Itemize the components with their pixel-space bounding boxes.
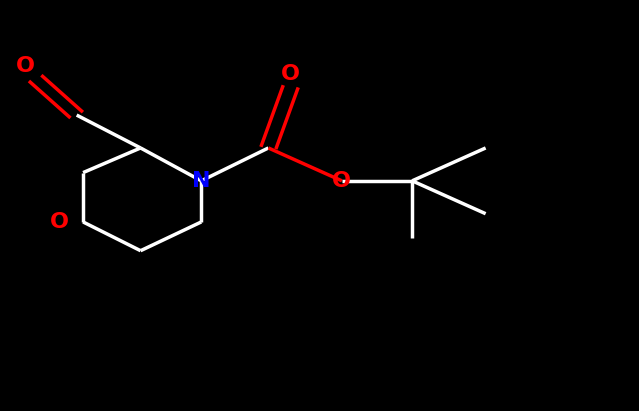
Text: O: O: [16, 56, 35, 76]
Text: O: O: [332, 171, 351, 191]
Text: O: O: [50, 212, 69, 232]
Text: O: O: [281, 64, 300, 84]
Text: N: N: [192, 171, 210, 191]
